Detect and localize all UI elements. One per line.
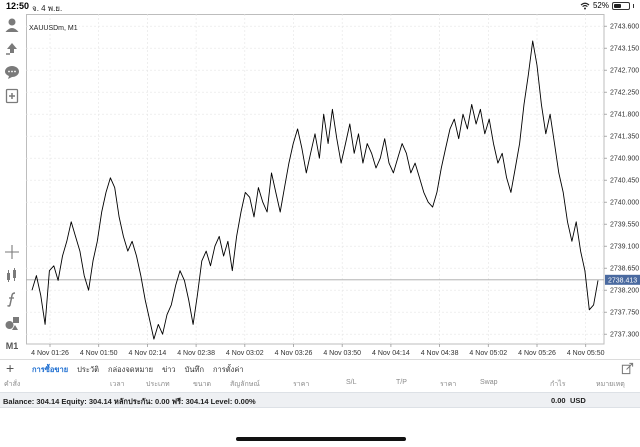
y-tick-label: 2738.200 [610,288,639,295]
y-tick-label: 2737.300 [610,332,639,339]
col-order: คำสั่ง [4,381,21,388]
tab-settings[interactable]: การตั้งค่า [213,365,244,374]
y-tick-label: 2741.800 [610,112,639,119]
x-tick-label: 4 Nov 05:26 [518,350,556,357]
tab-history[interactable]: ประวัติ [77,365,100,374]
col-type: ประเภท [146,381,170,388]
x-tick-label: 4 Nov 02:14 [129,350,167,357]
y-tick-label: 2740.450 [610,178,639,185]
tab-news[interactable]: ข่าว [162,365,176,374]
col-swap: Swap [480,379,498,386]
y-tick-label: 2739.550 [610,222,639,229]
export-icon[interactable] [621,362,634,375]
y-tick-label: 2742.250 [610,90,639,97]
y-tick-label: 2742.700 [610,68,639,75]
y-tick-label: 2740.900 [610,156,639,163]
y-tick-label: 2743.600 [610,24,639,31]
tab-journal[interactable]: บันทึก [184,365,205,374]
balance-profit: 0.00 [551,396,566,405]
function-icon[interactable] [3,290,21,308]
y-tick-label: 2741.350 [610,134,639,141]
x-tick-label: 4 Nov 02:38 [177,350,215,357]
current-price-label: 2738.413 [608,277,637,284]
col-price: ราคา [440,381,457,388]
y-tick-label: 2743.150 [610,46,639,53]
battery-tip [633,3,634,8]
x-tick-label: 4 Nov 03:02 [226,350,264,357]
price-series-line [31,40,599,340]
status-date: จ. 4 พ.ย. [32,4,63,13]
positions-column-header: คำสั่ง เวลา ประเภท ขนาด สัญลักษณ์ ราคา S… [0,378,640,391]
x-tick-label: 4 Nov 03:26 [275,350,313,357]
y-tick-label: 2739.100 [610,244,639,251]
status-bar: 12:50 จ. 4 พ.ย. 52% [0,0,640,14]
timeframe-button[interactable]: M1 [5,341,19,351]
objects-icon[interactable] [3,314,21,332]
tab-trade[interactable]: การซื้อขาย [32,365,69,374]
tab-list: การซื้อขาย ประวัติ กล่องจดหมาย ข่าว บันท… [32,364,253,376]
wifi-icon [580,2,590,9]
add-chart-icon[interactable] [3,87,21,105]
chat-icon[interactable] [3,63,21,81]
chart-frame [26,14,605,345]
balance-summary: Balance: 304.14 Equity: 304.14 หลักประกั… [3,397,256,406]
tab-bar: + การซื้อขาย ประวัติ กล่องจดหมาย ข่าว บั… [0,359,640,376]
battery-fill [614,3,622,8]
x-tick-label: 4 Nov 04:14 [372,350,410,357]
balance-currency: USD [570,396,586,405]
symbol-label: XAUUSDm, M1 [28,25,79,32]
col-time: เวลา [110,381,125,388]
current-price-tag [605,274,640,285]
y-tick-label: 2737.750 [610,310,639,317]
x-tick-label: 4 Nov 01:26 [31,350,69,357]
balance-row: Balance: 304.14 Equity: 304.14 หลักประกั… [0,392,640,408]
tab-mailbox[interactable]: กล่องจดหมาย [108,365,154,374]
battery-percent: 52% [592,1,609,10]
x-tick-label: 4 Nov 05:02 [469,350,507,357]
x-tick-label: 4 Nov 03:50 [323,350,361,357]
col-tp: T/P [396,379,407,386]
col-volume: ขนาด [193,381,212,388]
price-chart[interactable]: 2743.600 2743.150 2742.700 2742.250 2741.800… [26,14,640,358]
trade-icon[interactable] [3,39,21,57]
chart-area[interactable]: 2743.600 2743.150 2742.700 2742.250 2741.800… [26,14,640,358]
x-tick-label: 4 Nov 05:50 [567,350,605,357]
status-right: 52% [580,1,634,10]
col-open-price: ราคา [293,381,310,388]
indicators-icon[interactable] [3,266,21,284]
account-icon[interactable] [3,16,21,34]
x-tick-label: 4 Nov 01:50 [80,350,118,357]
battery-icon [612,1,630,10]
home-indicator [236,437,406,441]
left-toolbar: M1 [0,14,24,358]
x-tick-label: 4 Nov 04:38 [421,350,459,357]
y-tick-label: 2740.000 [610,200,639,207]
status-time: 12:50 [6,1,30,11]
add-tab-button[interactable]: + [6,360,15,376]
col-comment: หมายเหตุ [596,381,625,388]
col-profit: กำไร [550,381,566,388]
y-tick-label: 2738.650 [610,266,639,273]
crosshair-icon[interactable] [3,243,21,261]
col-sl: S/L [346,379,357,386]
col-symbol: สัญลักษณ์ [230,381,260,388]
